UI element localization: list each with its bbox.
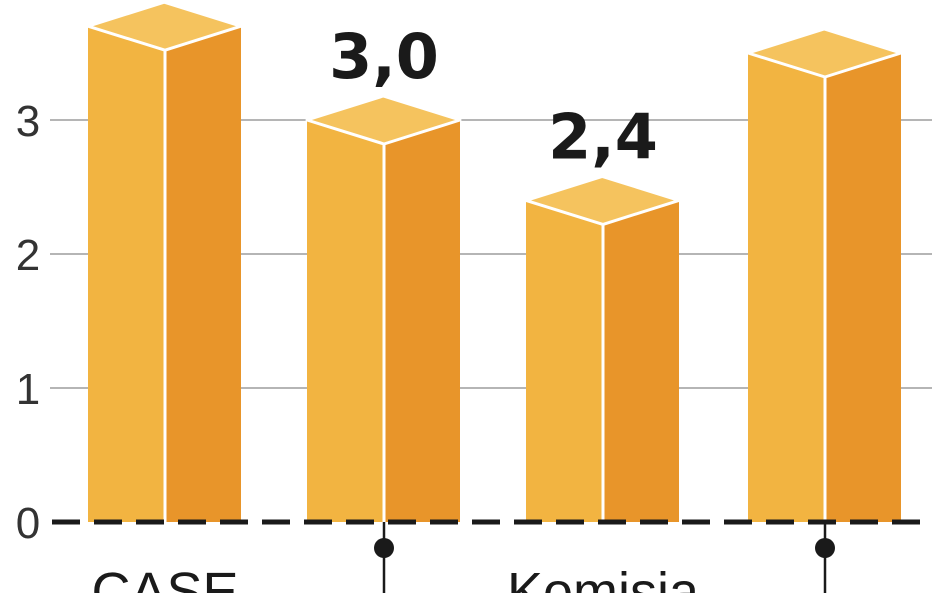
bar [86,0,243,522]
y-tick-label: 1 [16,365,40,414]
bar [305,94,462,522]
bar-top [524,174,681,226]
category-label: Komisja [507,562,700,593]
bar-side [825,53,901,522]
bar-side [603,200,679,522]
y-tick-label: 0 [16,499,40,548]
data-labels: 3,0 2,4 [329,20,658,173]
bar-front [88,26,165,522]
bar-side [165,26,241,522]
bar-front [526,200,603,522]
bar-top [746,27,903,79]
category-labels: CASE Komisja [91,562,700,593]
bar [524,174,681,522]
data-label: 2,4 [548,100,658,173]
bar-top [86,0,243,52]
bar-front [307,120,384,522]
y-axis-ticks: 0 1 2 3 [16,97,40,548]
category-label: CASE [91,562,238,593]
marker-dot [374,538,394,558]
bar-top [305,94,462,146]
bar-front [748,53,825,522]
bar-side [384,120,460,522]
y-tick-label: 3 [16,97,40,146]
category-markers [374,522,835,593]
marker-dot [815,538,835,558]
data-label: 3,0 [329,20,439,93]
bars [86,0,903,522]
bar [746,27,903,522]
y-tick-label: 2 [16,231,40,280]
